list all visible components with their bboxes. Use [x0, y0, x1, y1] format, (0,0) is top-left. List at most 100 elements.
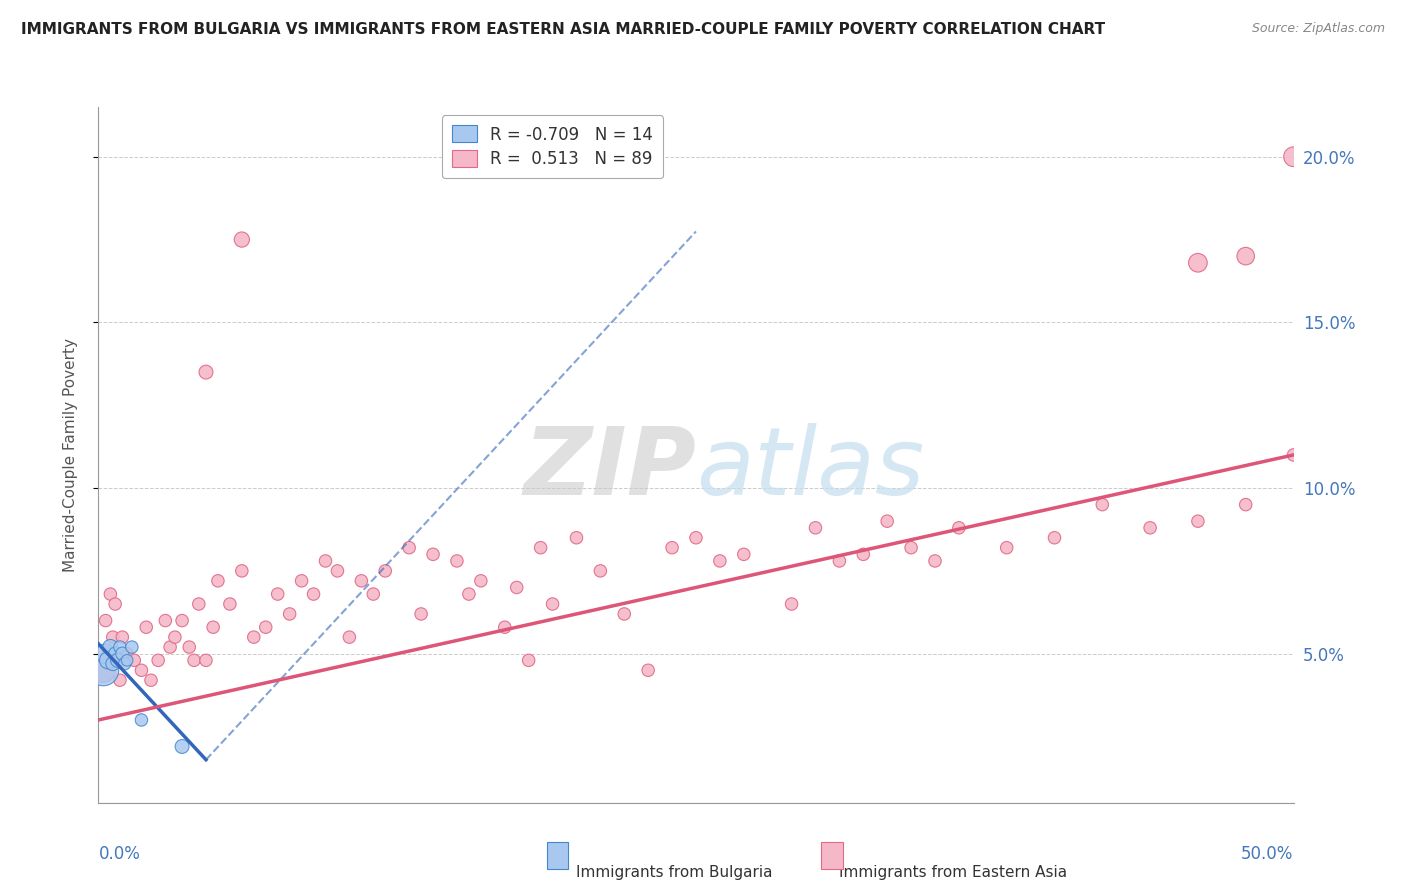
- Point: [1187, 256, 1209, 270]
- Point: [114, 657, 136, 671]
- Point: [1330, 531, 1353, 545]
- Point: [207, 574, 229, 588]
- Point: [91, 663, 114, 677]
- Point: [98, 640, 122, 654]
- Point: [494, 620, 516, 634]
- Text: Source: ZipAtlas.com: Source: ZipAtlas.com: [1251, 22, 1385, 36]
- Point: [243, 630, 266, 644]
- Point: [172, 739, 194, 754]
- Point: [411, 607, 433, 621]
- Point: [155, 614, 177, 628]
- Point: [115, 647, 138, 661]
- Point: [828, 554, 851, 568]
- Point: [101, 657, 124, 671]
- Point: [108, 673, 131, 688]
- Point: [852, 547, 875, 561]
- Point: [1378, 521, 1400, 535]
- Text: IMMIGRANTS FROM BULGARIA VS IMMIGRANTS FROM EASTERN ASIA MARRIED-COUPLE FAMILY P: IMMIGRANTS FROM BULGARIA VS IMMIGRANTS F…: [21, 22, 1105, 37]
- Point: [231, 564, 253, 578]
- Point: [97, 647, 120, 661]
- Point: [506, 581, 529, 595]
- Point: [94, 614, 117, 628]
- Point: [589, 564, 612, 578]
- Point: [98, 587, 122, 601]
- Point: [101, 630, 124, 644]
- Point: [131, 713, 153, 727]
- Point: [1187, 514, 1209, 528]
- Point: [339, 630, 360, 644]
- Point: [1354, 498, 1376, 512]
- Point: [363, 587, 385, 601]
- Point: [374, 564, 396, 578]
- Point: [326, 564, 349, 578]
- Point: [111, 647, 134, 661]
- Point: [1234, 498, 1257, 512]
- Point: [302, 587, 325, 601]
- Point: [107, 653, 129, 667]
- Point: [398, 541, 420, 555]
- Point: [131, 663, 153, 677]
- Point: [1282, 448, 1305, 462]
- Point: [1282, 150, 1305, 164]
- Point: [685, 531, 707, 545]
- Point: [291, 574, 314, 588]
- Point: [565, 531, 588, 545]
- Point: [194, 365, 218, 379]
- Point: [163, 630, 186, 644]
- Point: [135, 620, 157, 634]
- Point: [661, 541, 683, 555]
- Point: [948, 521, 970, 535]
- Point: [97, 653, 120, 667]
- Point: [104, 647, 127, 661]
- Point: [637, 663, 659, 677]
- Point: [446, 554, 468, 568]
- FancyBboxPatch shape: [821, 842, 844, 869]
- Point: [108, 640, 131, 654]
- Point: [124, 653, 146, 667]
- Point: [278, 607, 301, 621]
- Point: [315, 554, 337, 568]
- Point: [924, 554, 946, 568]
- Point: [1306, 508, 1329, 522]
- Point: [995, 541, 1018, 555]
- Point: [104, 597, 127, 611]
- Point: [121, 640, 143, 654]
- Point: [517, 653, 540, 667]
- Point: [107, 653, 129, 667]
- Text: Immigrants from Bulgaria: Immigrants from Bulgaria: [576, 865, 773, 880]
- Y-axis label: Married-Couple Family Poverty: Married-Couple Family Poverty: [63, 338, 77, 572]
- Point: [900, 541, 922, 555]
- Point: [613, 607, 636, 621]
- Text: Immigrants from Eastern Asia: Immigrants from Eastern Asia: [839, 865, 1067, 880]
- Text: ZIP: ZIP: [523, 423, 696, 515]
- Point: [231, 233, 253, 247]
- Point: [422, 547, 444, 561]
- Point: [254, 620, 277, 634]
- Point: [541, 597, 564, 611]
- Point: [1091, 498, 1114, 512]
- Point: [1234, 249, 1257, 263]
- Point: [1139, 521, 1161, 535]
- Point: [780, 597, 803, 611]
- Text: atlas: atlas: [696, 424, 924, 515]
- Text: 50.0%: 50.0%: [1241, 845, 1294, 863]
- Point: [267, 587, 290, 601]
- Point: [529, 541, 551, 555]
- Point: [1402, 514, 1406, 528]
- Point: [179, 640, 201, 654]
- Legend: R = -0.709   N = 14, R =  0.513   N = 89: R = -0.709 N = 14, R = 0.513 N = 89: [441, 115, 664, 178]
- Point: [804, 521, 827, 535]
- Point: [219, 597, 242, 611]
- Point: [458, 587, 481, 601]
- Point: [202, 620, 225, 634]
- Point: [470, 574, 492, 588]
- Point: [733, 547, 755, 561]
- Point: [709, 554, 731, 568]
- Point: [876, 514, 898, 528]
- Point: [91, 663, 114, 677]
- Point: [111, 630, 134, 644]
- Point: [194, 653, 218, 667]
- Text: 0.0%: 0.0%: [98, 845, 141, 863]
- Point: [148, 653, 170, 667]
- Point: [94, 647, 117, 661]
